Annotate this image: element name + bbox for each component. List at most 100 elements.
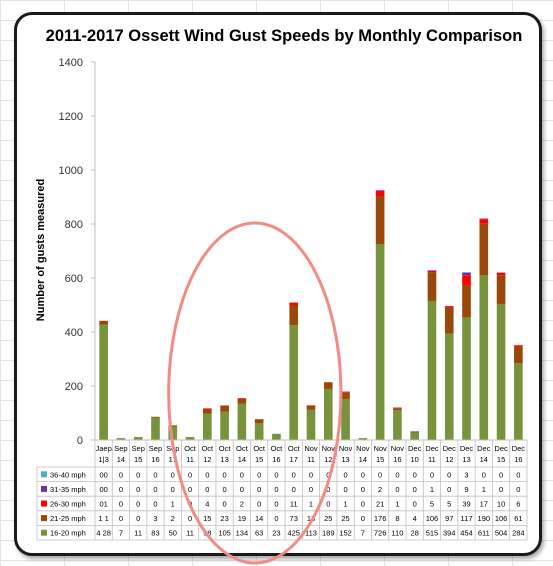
bar-segment-26-30-mph[interactable]	[479, 219, 489, 224]
table-cell-value: 0	[119, 470, 123, 479]
table-cell-value: 106	[426, 514, 439, 523]
bar-segment-16-20-mph[interactable]	[323, 388, 333, 440]
table-cell-value: 0	[257, 470, 261, 479]
bar-segment-21-25-mph[interactable]	[462, 285, 471, 318]
bar-segment-26-30-mph[interactable]	[462, 275, 471, 286]
category-month-label: Nov	[322, 444, 336, 453]
table-cell-value: 0	[361, 470, 365, 479]
bar-segment-21-25-mph[interactable]	[341, 392, 350, 399]
bar-segment-16-20-mph[interactable]	[375, 243, 385, 440]
bar-segment-26-30-mph[interactable]	[237, 398, 247, 399]
bar-segment-21-25-mph[interactable]	[289, 305, 299, 326]
bar-segment-16-20-mph[interactable]	[99, 324, 108, 440]
bar-segment-16-20-mph[interactable]	[479, 275, 489, 440]
bar-segment-16-20-mph[interactable]	[220, 411, 229, 440]
bar-segment-31-35-mph[interactable]	[462, 272, 471, 276]
bar-segment-21-25-mph[interactable]	[168, 425, 178, 427]
bar-segment-16-20-mph[interactable]	[116, 438, 126, 440]
bar-segment-26-30-mph[interactable]	[496, 272, 506, 276]
table-cell-value: 2	[240, 500, 244, 509]
table-cell-value: 0	[171, 485, 175, 494]
table-cell-value: 23	[220, 514, 228, 523]
bar-segment-26-30-mph[interactable]	[203, 408, 212, 410]
chart-frame[interactable]	[14, 12, 542, 556]
legend-series-name: 26-30 mph	[50, 500, 86, 509]
bar-segment-21-25-mph[interactable]	[237, 398, 247, 404]
table-cell-value: 117	[461, 514, 473, 523]
category-year-label: 17	[169, 455, 177, 464]
bar-segment-21-25-mph[interactable]	[220, 405, 229, 412]
bar-segment-26-30-mph[interactable]	[427, 270, 437, 273]
bar-segment-36-40-mph[interactable]	[462, 272, 471, 273]
bar-segment-16-20-mph[interactable]	[496, 303, 506, 440]
bar-segment-21-25-mph[interactable]	[393, 408, 402, 411]
bar-segment-16-20-mph[interactable]	[444, 333, 454, 440]
table-cell-value: 726	[374, 529, 387, 538]
bar-segment-21-25-mph[interactable]	[254, 419, 264, 423]
table-cell-value: 0	[326, 470, 330, 479]
bar-segment-16-20-mph[interactable]	[272, 433, 281, 440]
table-cell-value: 0	[413, 485, 417, 494]
bar-segment-21-25-mph[interactable]	[514, 346, 523, 364]
table-cell-value: 6	[516, 500, 520, 509]
table-cell-value: 25	[341, 514, 349, 523]
bar-segment-31-35-mph[interactable]	[479, 218, 489, 220]
bar-segment-16-20-mph[interactable]	[358, 438, 368, 440]
table-cell-value: 1	[430, 485, 434, 494]
bar-segment-31-35-mph[interactable]	[375, 190, 385, 191]
bar-segment-16-20-mph[interactable]	[427, 300, 437, 440]
bar-segment-16-20-mph[interactable]	[514, 363, 523, 440]
bar-segment-16-20-mph[interactable]	[237, 403, 247, 440]
bar-segment-16-20-mph[interactable]	[341, 398, 350, 440]
bar-segment-26-30-mph[interactable]	[306, 405, 316, 406]
bar-segment-16-20-mph[interactable]	[203, 413, 212, 440]
bar-segment-16-20-mph[interactable]	[410, 432, 419, 440]
bar-segment-26-30-mph[interactable]	[289, 302, 299, 306]
table-cell-value: 0	[326, 500, 330, 509]
bar-segment-21-25-mph[interactable]	[479, 223, 489, 276]
table-cell-value: 0	[395, 485, 399, 494]
bar-segment-21-25-mph[interactable]	[99, 321, 108, 325]
bar-segment-16-20-mph[interactable]	[151, 417, 160, 440]
bar-segment-16-20-mph[interactable]	[133, 437, 143, 440]
bar-segment-26-30-mph[interactable]	[99, 320, 108, 322]
bar-segment-21-25-mph[interactable]	[151, 416, 160, 418]
bar-segment-16-20-mph[interactable]	[393, 410, 402, 440]
table-cell-value: 0	[516, 470, 520, 479]
bar-segment-16-20-mph[interactable]	[185, 437, 195, 440]
bar-segment-21-25-mph[interactable]	[444, 307, 454, 334]
bar-segment-26-30-mph[interactable]	[375, 190, 385, 197]
bar-segment-21-25-mph[interactable]	[410, 431, 419, 433]
table-cell-value: 0	[223, 485, 227, 494]
bar-segment-16-20-mph[interactable]	[289, 325, 299, 440]
category-year-label: 10	[411, 455, 419, 464]
bar-segment-26-30-mph[interactable]	[168, 425, 178, 426]
category-year-label: 14	[359, 455, 367, 464]
bar-segment-16-20-mph[interactable]	[462, 317, 471, 440]
table-cell-value: 14	[255, 514, 263, 523]
bar-segment-21-25-mph[interactable]	[375, 196, 385, 244]
bar-segment-26-30-mph[interactable]	[444, 306, 454, 308]
bar-segment-21-25-mph[interactable]	[323, 382, 333, 389]
bar-segment-21-25-mph[interactable]	[306, 405, 316, 410]
category-month-label: Oct	[253, 444, 266, 453]
bar-segment-26-30-mph[interactable]	[514, 345, 523, 347]
category-month-label: Nov	[391, 444, 405, 453]
table-cell-value: 515	[426, 529, 439, 538]
bar-segment-21-25-mph[interactable]	[496, 275, 506, 304]
bar-segment-31-35-mph[interactable]	[427, 270, 437, 271]
table-cell-value: 190	[478, 514, 491, 523]
bar-segment-26-30-mph[interactable]	[393, 407, 402, 409]
bar-segment-21-25-mph[interactable]	[203, 409, 212, 414]
table-cell-value: 189	[322, 529, 335, 538]
bar-segment-21-25-mph[interactable]	[427, 272, 437, 301]
y-tick-label: 800	[65, 219, 83, 231]
category-month-label: Oct	[184, 444, 197, 453]
table-cell-value: 0	[188, 485, 192, 494]
bar-segment-16-20-mph[interactable]	[306, 409, 316, 440]
table-cell-value: 00	[99, 485, 107, 494]
table-cell-value: 7	[119, 529, 123, 538]
bar-segment-26-30-mph[interactable]	[341, 391, 350, 393]
bar-segment-16-20-mph[interactable]	[168, 426, 178, 441]
bar-segment-16-20-mph[interactable]	[254, 422, 264, 440]
